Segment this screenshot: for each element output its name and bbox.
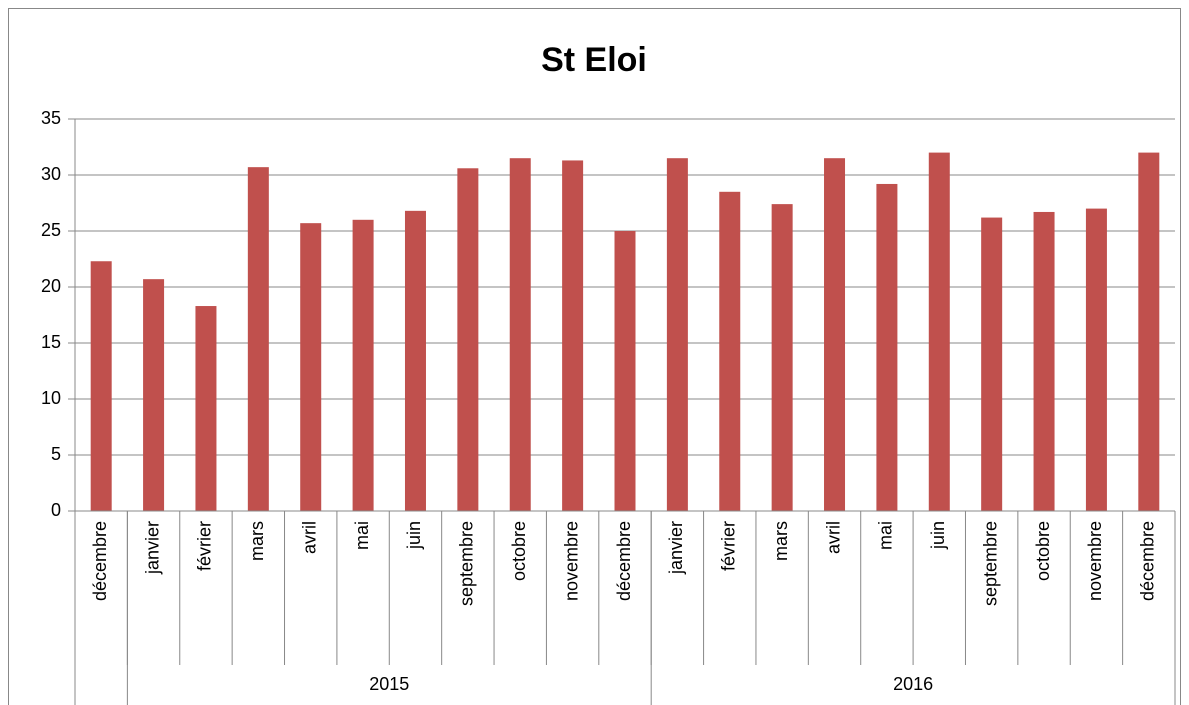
bar: [90, 261, 112, 511]
group-label: 2015: [369, 674, 409, 694]
bar: [562, 160, 584, 511]
y-tick-label: 10: [41, 388, 61, 408]
x-tick-label: juin: [404, 521, 424, 550]
x-tick-label: novembre: [561, 521, 581, 601]
y-tick-label: 25: [41, 220, 61, 240]
x-tick-label: avril: [299, 521, 319, 554]
bar: [457, 168, 479, 511]
bar: [614, 231, 636, 511]
x-tick-label: janvier: [142, 521, 162, 575]
bar: [1138, 152, 1160, 511]
y-tick-label: 35: [41, 108, 61, 128]
chart-title: St Eloi: [541, 41, 647, 79]
group-label: 2016: [893, 674, 933, 694]
x-tick-label: janvier: [666, 521, 686, 575]
bar: [771, 204, 793, 511]
x-tick-label: juin: [928, 521, 948, 550]
x-tick-label: septembre: [980, 521, 1000, 606]
y-tick-label: 0: [51, 500, 61, 520]
x-tick-label: septembre: [457, 521, 477, 606]
bar: [1085, 208, 1107, 511]
x-tick-label: mai: [352, 521, 372, 550]
x-tick-label: novembre: [1085, 521, 1105, 601]
y-tick-label: 5: [51, 444, 61, 464]
bar: [352, 219, 374, 512]
chart-border: [8, 8, 1181, 705]
y-tick-label: 20: [41, 276, 61, 296]
x-tick-label: avril: [823, 521, 843, 554]
x-tick-label: octobre: [1033, 521, 1053, 581]
bar: [143, 279, 165, 511]
x-tick-label: mars: [771, 521, 791, 561]
bar: [666, 158, 688, 511]
bar: [876, 183, 898, 511]
x-tick-label: février: [195, 521, 215, 571]
bar: [928, 152, 950, 511]
x-tick-label: décembre: [90, 521, 110, 601]
bar: [1033, 211, 1055, 511]
bar: [509, 158, 531, 511]
x-tick-label: février: [719, 521, 739, 571]
x-tick-label: octobre: [509, 521, 529, 581]
bar: [981, 217, 1003, 511]
bar: [300, 223, 322, 511]
x-tick-label: décembre: [1138, 521, 1158, 601]
bar: [195, 306, 217, 511]
y-tick-label: 15: [41, 332, 61, 352]
bar: [719, 191, 741, 512]
x-tick-label: mars: [247, 521, 267, 561]
bar: [824, 158, 846, 511]
y-tick-label: 30: [41, 164, 61, 184]
bar: [404, 210, 426, 511]
bar: [247, 167, 269, 511]
x-tick-label: mai: [876, 521, 896, 550]
x-tick-label: décembre: [614, 521, 634, 601]
